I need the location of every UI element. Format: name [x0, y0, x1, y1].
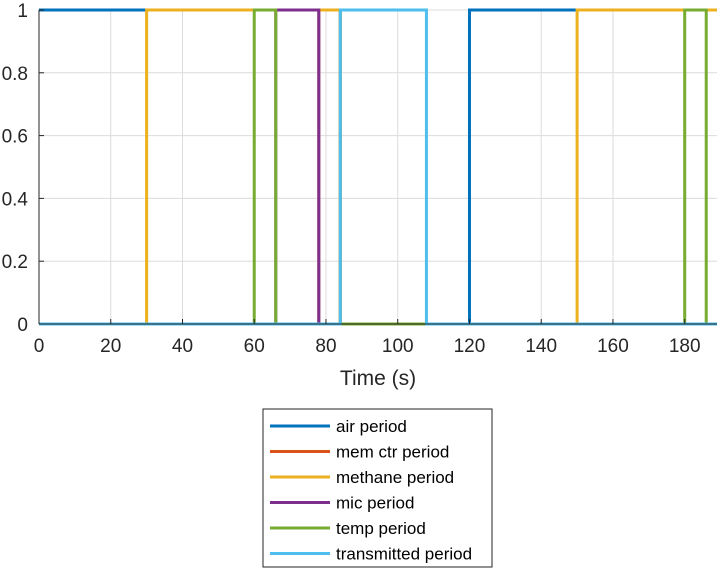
x-tick-label: 160 [597, 336, 629, 357]
legend-entry-label: transmitted period [336, 545, 472, 564]
y-tick-label: 0.4 [2, 189, 29, 210]
legend-entry-label: temp period [336, 519, 426, 538]
legend-entry-label: mic period [336, 494, 414, 513]
y-tick-label: 0.8 [2, 64, 28, 85]
legend-entry-label: methane period [336, 468, 454, 487]
y-tick-label: 0.2 [2, 252, 28, 273]
x-tick-label: 120 [454, 336, 486, 357]
x-axis-label: Time (s) [340, 367, 416, 390]
plot-background [39, 10, 717, 324]
axes [38, 9, 717, 325]
y-tick-label: 0.6 [2, 127, 28, 148]
x-tick-label: 20 [100, 336, 121, 357]
legend: air period mem ctr period methane period mi… [262, 408, 493, 568]
x-tick-label: 60 [244, 336, 265, 357]
y-tick-label: 0 [17, 315, 28, 336]
legend-box [262, 408, 493, 568]
x-tick-label: 40 [172, 336, 193, 357]
x-tick-label: 0 [34, 336, 45, 357]
legend-entry-label: mem ctr period [336, 443, 449, 462]
y-tick-label: 1 [17, 1, 28, 22]
tick-labels: 0 20 40 60 80 100 120 140 160 180 0 0.2 0.4 0.6 0.8 1 [2, 1, 701, 357]
legend-entry-label: air period [336, 417, 407, 436]
x-tick-label: 140 [525, 336, 557, 357]
x-tick-label: 80 [315, 336, 336, 357]
x-tick-label: 180 [669, 336, 701, 357]
x-tick-label: 100 [382, 336, 414, 357]
